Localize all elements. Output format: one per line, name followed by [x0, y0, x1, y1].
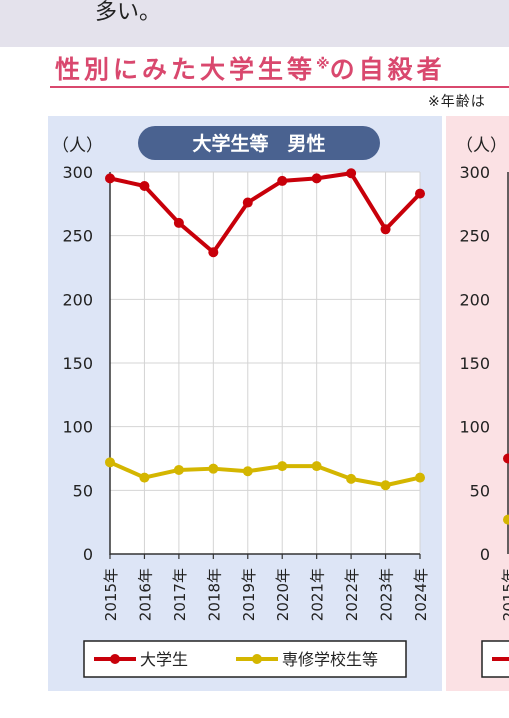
series-line-vocational: [109, 460, 421, 488]
data-point-university: [242, 197, 253, 208]
legend-label: 専修学校生等: [282, 650, 378, 669]
y-tick-label: 300: [62, 163, 93, 182]
previous-section-band: 多い。: [0, 0, 509, 47]
age-footnote: ※年齢は: [428, 94, 486, 110]
y-tick-label: 250: [62, 227, 93, 246]
headline-text: 性別にみた大学生等: [55, 55, 317, 84]
y-tick-label-female: 50: [470, 481, 490, 500]
x-tick-label-female: 2015年: [500, 568, 509, 621]
data-point-vocational: [277, 461, 288, 472]
data-point-vocational: [415, 472, 425, 483]
data-point-university: [105, 173, 115, 184]
x-tick-label: 2020年: [274, 568, 292, 621]
y-tick-label-female: 300: [459, 163, 490, 182]
y-tick-label: 100: [62, 418, 93, 437]
data-point-university: [208, 247, 219, 258]
y-tick-label: 150: [62, 354, 93, 373]
female-chart-panel: [446, 116, 509, 691]
x-tick-label: 2021年: [309, 568, 327, 621]
y-tick-label-female: 100: [459, 418, 490, 437]
y-tick-label-female: 150: [459, 354, 490, 373]
data-point-vocational: [173, 464, 184, 475]
x-tick-label: 2018年: [205, 568, 223, 621]
headline-note-mark: ※: [316, 56, 330, 73]
legend-swatch-marker: [110, 654, 120, 664]
chart-title: 大学生等 男性: [192, 132, 325, 155]
data-point-vocational: [105, 457, 115, 468]
section-headline: 性別にみた大学生等※の自殺者: [55, 50, 446, 86]
headline-text-continued: の自殺者: [329, 55, 446, 84]
x-tick-label: 2023年: [378, 568, 396, 621]
y-tick-label-female: 250: [459, 227, 490, 246]
x-tick-label: 2024年: [412, 568, 430, 621]
previous-section-text: 多い。: [95, 0, 162, 25]
headline-underline: [50, 86, 509, 88]
data-point-university: [139, 181, 150, 192]
data-point-university: [346, 168, 357, 179]
y-tick-label-female: 200: [459, 290, 490, 309]
y-tick-label: 50: [73, 481, 93, 500]
y-axis-unit-label-female: （人）: [456, 136, 507, 156]
data-point-vocational: [208, 463, 219, 474]
data-point-university: [380, 224, 391, 235]
x-tick-label: 2016年: [136, 568, 154, 621]
data-point-female-vocational: [503, 514, 509, 525]
x-tick-label: 2015年: [102, 568, 120, 621]
data-point-vocational: [311, 461, 322, 472]
legend-label: 大学生: [140, 650, 188, 669]
data-point-university: [173, 217, 184, 228]
x-tick-label: 2019年: [240, 568, 258, 621]
data-point-female-university: [503, 453, 509, 464]
data-point-vocational: [380, 480, 391, 491]
data-point-university: [311, 173, 322, 184]
y-tick-label-female: 0: [480, 545, 490, 564]
data-point-university: [415, 188, 425, 199]
data-point-vocational: [346, 473, 357, 484]
y-tick-label: 0: [83, 545, 93, 564]
y-axis-unit-label: （人）: [52, 136, 103, 156]
legend-swatch-marker: [252, 654, 262, 664]
series-line-university: [109, 171, 422, 255]
x-tick-label: 2022年: [343, 568, 361, 621]
data-point-vocational: [242, 466, 253, 477]
data-point-vocational: [139, 472, 150, 483]
data-point-university: [277, 175, 288, 186]
x-tick-label: 2017年: [171, 568, 189, 621]
y-tick-label: 200: [62, 290, 93, 309]
chart-title-pill: [138, 126, 380, 160]
